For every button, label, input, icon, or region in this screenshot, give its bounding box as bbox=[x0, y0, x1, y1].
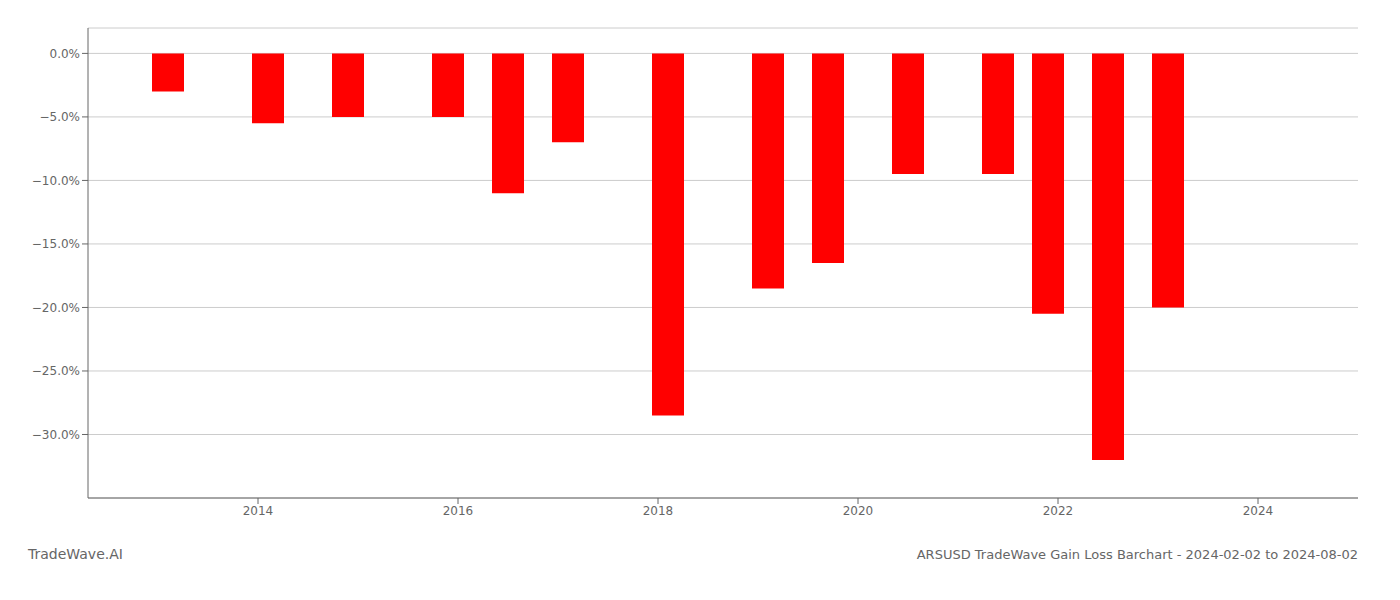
svg-text:2018: 2018 bbox=[643, 504, 674, 518]
svg-text:−25.0%: −25.0% bbox=[32, 364, 80, 378]
svg-text:2020: 2020 bbox=[843, 504, 874, 518]
svg-text:−20.0%: −20.0% bbox=[32, 301, 80, 315]
svg-text:−10.0%: −10.0% bbox=[32, 174, 80, 188]
svg-text:−30.0%: −30.0% bbox=[32, 428, 80, 442]
svg-text:2022: 2022 bbox=[1043, 504, 1074, 518]
svg-text:−15.0%: −15.0% bbox=[32, 237, 80, 251]
html-text:TradeWave.AI: TradeWave.AI bbox=[28, 546, 123, 562]
svg-text:2024: 2024 bbox=[1243, 504, 1274, 518]
svg-text:2016: 2016 bbox=[443, 504, 474, 518]
html-text:ARSUSD TradeWave Gain Loss Bar: ARSUSD TradeWave Gain Loss Barchart - 20… bbox=[916, 546, 1358, 562]
svg-text:2014: 2014 bbox=[243, 504, 274, 518]
svg-text:−5.0%: −5.0% bbox=[39, 110, 80, 124]
svg-text:0.0%: 0.0% bbox=[50, 47, 81, 61]
